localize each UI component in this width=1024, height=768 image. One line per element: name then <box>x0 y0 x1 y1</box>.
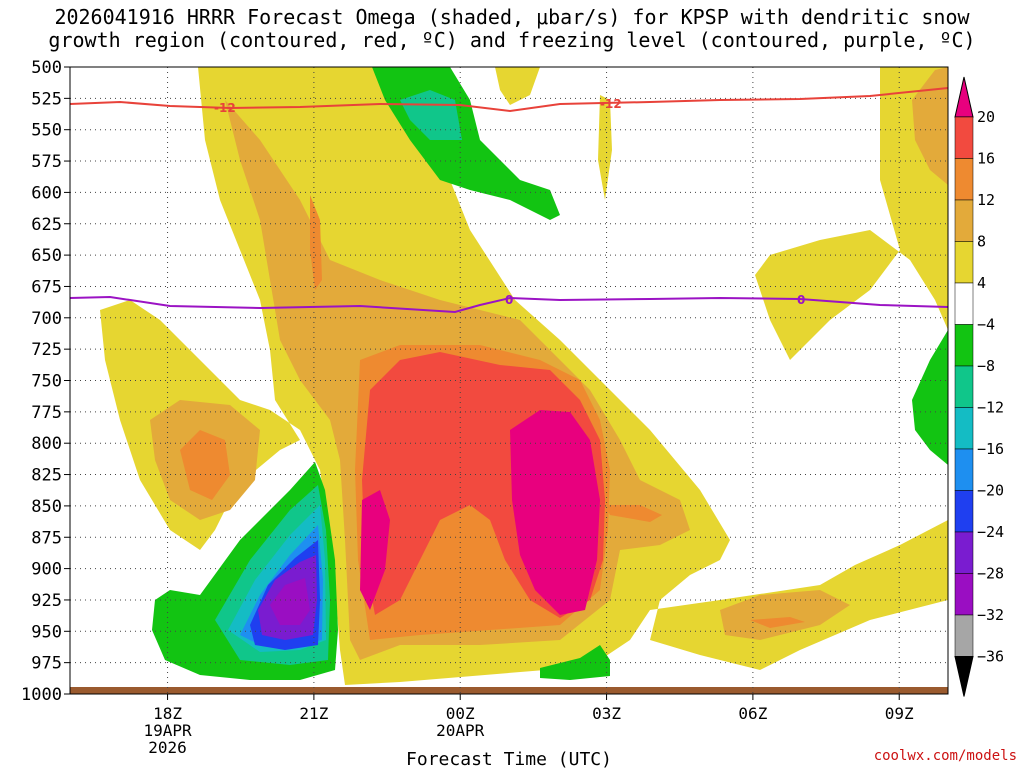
credit-text: coolwx.com/models <box>874 748 1017 764</box>
colorbar-label: 12 <box>977 191 995 209</box>
chart-title-line2: growth region (contoured, red, ºC) and f… <box>48 28 976 52</box>
x-tick-date: 19APR <box>143 721 192 740</box>
x-axis-label: Forecast Time (UTC) <box>406 749 612 768</box>
y-tick-label: 850 <box>31 497 62 517</box>
y-tick-label: 600 <box>31 183 62 203</box>
colorbar-label: −36 <box>977 648 1004 666</box>
y-tick-label: 925 <box>31 591 62 611</box>
colorbar-label: −4 <box>977 316 995 334</box>
colorbar-label: 16 <box>977 150 995 168</box>
colorbar-label: −24 <box>977 523 1004 541</box>
omega-region-12c <box>180 430 230 500</box>
x-tick-label: 09Z <box>885 704 914 723</box>
x-tick-year: 2026 <box>148 738 187 757</box>
y-tick-label: 900 <box>31 560 62 580</box>
colorbar-swatch <box>954 531 974 574</box>
y-tick-label: 575 <box>31 152 62 172</box>
colorbar-swatch <box>954 407 974 450</box>
y-tick-label: 675 <box>31 277 62 297</box>
freezing-level-contour-line <box>69 295 949 314</box>
colorbar-swatch <box>954 614 974 657</box>
colorbar-bottom-arrow <box>954 656 974 697</box>
x-tick-label: 03Z <box>592 704 621 723</box>
y-tick-label: 550 <box>31 121 62 141</box>
y-axis: 500 525 550 575 600 625 650 675 700 725 750 775 800 8… <box>21 58 70 705</box>
freezing-level-contour: 0 0 <box>69 293 949 314</box>
y-tick-label: 825 <box>31 466 62 486</box>
dendritic-contour: -12 -12 <box>69 87 949 115</box>
y-tick-label: 525 <box>31 89 62 109</box>
colorbar-label: 4 <box>977 274 986 292</box>
chart-title-line1: 2026041916 HRRR Forecast Omega (shaded, … <box>54 5 970 29</box>
colorbar-swatch <box>954 365 974 408</box>
omega-region-20 <box>510 410 600 615</box>
colorbar: 20 16 12 8 4 −4 −8 −12 −16 −20 −24 −28 −32 −36 <box>954 76 1004 697</box>
y-tick-label: 500 <box>31 58 62 78</box>
colorbar-swatch <box>954 573 974 616</box>
colorbar-swatch <box>954 116 974 159</box>
omega-region-12 <box>310 195 322 290</box>
omega-region-minus4d <box>912 330 948 465</box>
y-tick-label: 625 <box>31 215 62 235</box>
dendritic-contour-label-1: -12 <box>214 101 236 115</box>
chart-title: 2026041916 HRRR Forecast Omega (shaded, … <box>0 6 1024 52</box>
colorbar-swatch <box>954 282 974 325</box>
omega-region-4c <box>495 67 540 105</box>
colorbar-swatch <box>954 490 974 533</box>
colorbar-label: −32 <box>977 606 1004 624</box>
colorbar-label: −16 <box>977 440 1004 458</box>
colorbar-swatch <box>954 324 974 367</box>
y-tick-label: 950 <box>31 622 62 642</box>
colorbar-swatch <box>954 199 974 242</box>
x-tick-label: 00Z <box>446 704 475 723</box>
freezing-level-contour-label-2: 0 <box>797 293 805 307</box>
omega-region-12d <box>605 505 662 522</box>
dendritic-contour-label-2: -12 <box>600 97 622 111</box>
y-tick-label: 975 <box>31 654 62 674</box>
colorbar-label: −8 <box>977 357 995 375</box>
colorbar-label: −20 <box>977 482 1004 500</box>
colorbar-swatch <box>954 448 974 491</box>
omega-region-4b <box>755 67 948 360</box>
y-tick-label: 775 <box>31 403 62 423</box>
omega-region-8d <box>912 67 948 185</box>
y-tick-label: 875 <box>31 528 62 548</box>
colorbar-top-arrow <box>954 76 974 118</box>
y-tick-label: 750 <box>31 372 62 392</box>
omega-region-minus8 <box>400 90 462 140</box>
x-tick-label: 06Z <box>738 704 767 723</box>
colorbar-label: −12 <box>977 399 1004 417</box>
x-tick-date: 20APR <box>436 721 485 740</box>
omega-region-16b <box>360 490 390 610</box>
colorbar-label: 8 <box>977 233 986 251</box>
y-tick-label: 800 <box>31 434 62 454</box>
omega-region-minus28 <box>270 578 310 625</box>
ground-layer <box>70 687 948 694</box>
colorbar-label: −28 <box>977 565 1004 583</box>
y-tick-label: 700 <box>31 309 62 329</box>
colorbar-swatch <box>954 158 974 201</box>
y-tick-label: 725 <box>31 340 62 360</box>
dendritic-contour-line <box>69 87 949 113</box>
y-tick-label: 1000 <box>21 685 62 705</box>
y-tick-label: 650 <box>31 246 62 266</box>
colorbar-label: 20 <box>977 108 995 126</box>
x-tick-label: 18Z <box>153 704 182 723</box>
omega-region-4d <box>598 95 612 200</box>
freezing-level-contour-label-1: 0 <box>505 293 513 307</box>
omega-region-12e <box>750 617 805 628</box>
colorbar-swatch <box>954 241 974 284</box>
x-tick-label: 21Z <box>299 704 328 723</box>
